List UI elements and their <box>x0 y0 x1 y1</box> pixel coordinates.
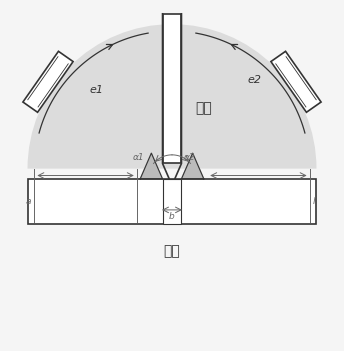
Polygon shape <box>140 153 162 179</box>
Polygon shape <box>271 51 321 112</box>
Polygon shape <box>182 153 204 179</box>
Text: 肋板: 肋板 <box>195 101 212 115</box>
Wedge shape <box>28 24 316 168</box>
Text: b: b <box>169 212 175 220</box>
Text: 底板: 底板 <box>164 244 180 258</box>
Bar <box>28 179 316 224</box>
Text: e2: e2 <box>248 75 262 85</box>
Polygon shape <box>23 51 73 112</box>
Text: α1: α1 <box>132 153 144 162</box>
Text: l: l <box>313 197 315 206</box>
Text: α2: α2 <box>184 153 196 162</box>
Bar <box>162 14 182 164</box>
Bar <box>162 179 182 224</box>
Text: e1: e1 <box>89 85 104 95</box>
Text: a: a <box>26 197 31 206</box>
